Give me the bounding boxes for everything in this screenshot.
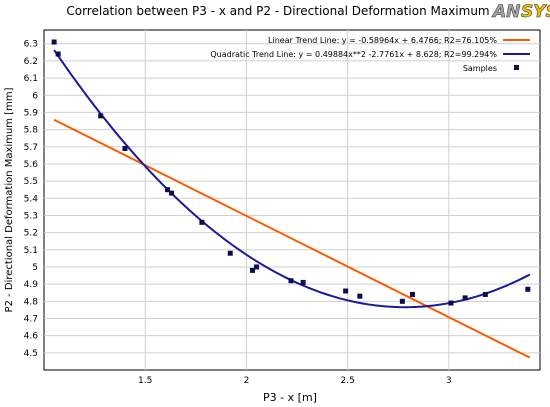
y-tick-label: 5.4 <box>24 194 39 204</box>
y-tick-label: 5.3 <box>24 211 38 221</box>
y-tick-label: 5 <box>32 263 38 273</box>
linear-trend-line <box>53 118 531 359</box>
sample-point <box>343 288 349 294</box>
grid <box>44 30 540 370</box>
sample-point <box>250 267 256 273</box>
y-tick-label: 5.5 <box>24 177 38 187</box>
sample-points <box>51 39 531 306</box>
sample-point <box>164 187 170 193</box>
y-tick-label: 6.2 <box>24 57 38 67</box>
sample-point <box>227 250 233 256</box>
sample-point <box>300 279 306 285</box>
sample-point <box>525 286 531 292</box>
legend-label-samples: Samples <box>463 64 497 73</box>
x-tick-label: 1.5 <box>138 376 152 386</box>
sample-point <box>98 113 104 119</box>
x-axis-label: P3 - x [m] <box>263 391 317 404</box>
legend-swatch-samples <box>514 65 519 70</box>
sample-point <box>482 291 488 297</box>
y-tick-label: 4.6 <box>24 332 39 342</box>
legend-label-quadratic: Quadratic Trend Line: y = 0.49884x**2 -2… <box>210 50 497 59</box>
tick-labels: 1.5 2 2.5 3 4.5 4.6 4.7 4.8 4.9 5 5.1 5.2 5.3 5.4 5.5 5… <box>24 40 452 386</box>
x-tick-label: 3 <box>446 376 452 386</box>
sample-point <box>399 298 405 304</box>
sample-point <box>448 300 454 306</box>
legend: Linear Trend Line: y = -0.58964x + 6.476… <box>210 36 530 73</box>
x-tick-label: 2.5 <box>341 376 355 386</box>
sample-point <box>409 291 415 297</box>
sample-point <box>288 278 294 284</box>
y-tick-label: 5.7 <box>24 143 38 153</box>
y-tick-label: 4.9 <box>24 280 39 290</box>
svg-text:AN: AN <box>491 2 520 22</box>
svg-text:SYS: SYS <box>521 2 550 22</box>
chart-title: Correlation between P3 - x and P2 - Dire… <box>66 4 489 18</box>
sample-point <box>254 264 260 270</box>
y-tick-label: 5.8 <box>24 126 39 136</box>
y-tick-label: 5.1 <box>24 246 38 256</box>
y-tick-label: 4.7 <box>24 314 38 324</box>
y-tick-label: 5.9 <box>24 108 39 118</box>
y-tick-label: 4.5 <box>24 349 38 359</box>
ansys-logo: AN SYS <box>491 2 550 23</box>
y-tick-label: 6.1 <box>24 74 38 84</box>
sample-point <box>169 190 175 196</box>
sample-point <box>55 51 61 57</box>
sample-point <box>122 145 128 151</box>
sample-point <box>462 295 468 301</box>
sample-point <box>199 219 205 225</box>
legend-label-linear: Linear Trend Line: y = -0.58964x + 6.476… <box>268 36 497 45</box>
sample-point <box>51 39 57 45</box>
plot-area <box>43 29 541 371</box>
x-tick-label: 2 <box>244 376 250 386</box>
y-tick-label: 5.2 <box>24 229 38 239</box>
y-tick-label: 6.3 <box>24 40 38 50</box>
y-tick-label: 6 <box>32 91 38 101</box>
y-axis-label: P2 - Directional Deformation Maximum [mm… <box>4 87 15 312</box>
y-tick-label: 5.6 <box>24 160 39 170</box>
sample-point <box>357 293 363 299</box>
y-tick-label: 4.8 <box>24 297 39 307</box>
